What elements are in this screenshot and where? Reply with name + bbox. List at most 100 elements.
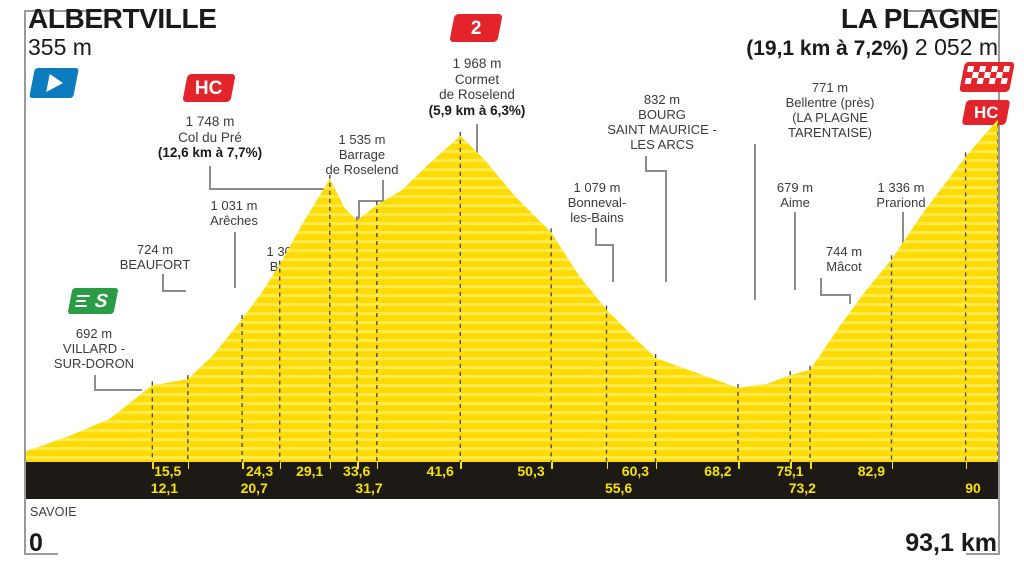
elevation-profile-area <box>26 110 998 462</box>
profile-stripe <box>26 366 998 370</box>
distance-tick <box>460 462 462 469</box>
frame-top-left-bracket <box>24 10 120 12</box>
bellentre-name-line2: (LA PLAGNE <box>792 110 868 125</box>
leader-macot-v1 <box>820 278 822 296</box>
bonneval-altitude: 1 079 m <box>573 180 621 195</box>
prariond-altitude: 1 336 m <box>877 180 925 195</box>
leader-bonneval-h <box>595 244 613 246</box>
distance-tick <box>891 462 893 469</box>
distance-label: 50,3 <box>517 463 545 479</box>
distance-label: 29,1 <box>296 463 324 479</box>
distance-label: 75,1 <box>776 463 804 479</box>
profile-stripe <box>26 168 998 172</box>
leader-bonneval-v1 <box>595 228 597 246</box>
leader-bourg-h <box>645 170 666 172</box>
km-end-label: 93,1 km <box>905 529 997 557</box>
profile-stripe <box>26 213 998 217</box>
label-cormet-de-roselend: 1 968 m Cormet de Roselend (5,9 km à 6,3… <box>388 56 566 118</box>
label-beaufort: 724 m BEAUFORT <box>88 242 222 272</box>
distance-label: 60,3 <box>621 463 650 479</box>
cormet-de-roselend-category-badge: 2 <box>449 14 503 42</box>
profile-fill <box>26 119 998 462</box>
aime-altitude: 679 m <box>776 180 814 195</box>
label-villard-sur-doron: 692 m VILLARD - SUR-DORON <box>30 326 158 371</box>
profile-stripe <box>26 222 998 226</box>
cormet-name-line2: de Roselend <box>439 87 515 102</box>
finish-altitude: 2 052 m <box>914 34 998 60</box>
leader-bellentre-v1 <box>754 144 756 156</box>
distance-tick <box>329 462 332 469</box>
cormet-name-line1: Cormet <box>454 71 500 87</box>
distance-tick <box>242 462 244 469</box>
profile-stripe <box>26 132 998 136</box>
profile-stripe <box>26 294 998 298</box>
distance-label: 20,7 <box>240 480 268 496</box>
leader-aime-v <box>794 212 796 290</box>
profile-stripe <box>26 141 998 145</box>
profile-stripe <box>26 177 998 181</box>
leader-barrage-h <box>358 200 384 202</box>
distance-tick <box>279 462 282 469</box>
profile-stripe <box>26 303 998 307</box>
barrage-name-line2: de Roselend <box>325 162 399 177</box>
profile-stripe <box>26 204 998 208</box>
leader-villard-h <box>94 389 142 391</box>
col-du-pre-grade: (12,6 km à 7,7%) <box>157 145 263 160</box>
label-aime: 679 m Aime <box>742 180 848 210</box>
distance-label: 12,1 <box>150 480 179 496</box>
start-header: ALBERTVILLE 355 m <box>28 4 217 61</box>
profile-stripe <box>26 438 998 442</box>
profile-stripe <box>26 186 998 190</box>
finish-altitude-line: (19,1 km à 7,2%) 2 052 m <box>746 34 998 62</box>
start-flag-icon <box>29 68 79 98</box>
start-altitude: 355 m <box>28 34 92 60</box>
profile-km-guides <box>151 115 998 462</box>
profile-stripe <box>26 321 998 325</box>
beaufort-altitude: 724 m <box>136 242 174 257</box>
distance-tick <box>790 462 792 469</box>
bellentre-name-line1: Bellentre (près) <box>785 95 875 110</box>
frame-right-border <box>998 10 1000 555</box>
cormet-category-label: 2 <box>470 17 482 39</box>
profile-stripe <box>26 276 998 280</box>
frame-left-border <box>24 10 26 555</box>
profile-stripe <box>26 159 998 163</box>
leader-col-du-pre-h <box>209 188 327 190</box>
profile-stripe <box>26 114 998 117</box>
cormet-grade: (5,9 km à 6,3%) <box>428 102 526 118</box>
frame-top-right-bracket <box>904 10 1000 12</box>
leader-areches-v <box>234 232 236 288</box>
elevation-profile-chart <box>26 114 998 462</box>
distance-label: 33,6 <box>343 463 371 479</box>
distance-label: 82,9 <box>857 463 885 479</box>
leader-barrage-v1 <box>382 180 384 202</box>
beaufort-name: BEAUFORT <box>119 257 191 272</box>
distance-label: 73,2 <box>788 480 816 496</box>
leader-macot-h <box>820 294 850 296</box>
distance-tick <box>551 462 553 469</box>
profile-stripe <box>26 267 998 271</box>
leader-bellentre-v2 <box>754 154 756 300</box>
finish-checkered-flag-icon <box>959 62 1015 92</box>
macot-name: Mâcot <box>826 259 862 274</box>
distance-label: 41,6 <box>426 463 454 479</box>
km-start-label: 0 <box>29 529 43 557</box>
label-bellentre: 771 m Bellentre (près) (LA PLAGNE TARENT… <box>740 80 920 140</box>
barrage-altitude: 1 535 m <box>338 132 386 147</box>
bourg-name-line2: SAINT MAURICE - <box>607 122 717 137</box>
label-areches: 1 031 m Arêches <box>172 198 296 228</box>
distance-label: 68,2 <box>704 463 732 479</box>
profile-stripe <box>26 357 998 361</box>
leader-beaufort-h <box>162 290 186 292</box>
distance-label: 24,3 <box>245 463 274 479</box>
bourg-name-line1: BOURG <box>638 107 686 122</box>
leader-villard-v <box>94 375 96 391</box>
bonneval-name-line1: Bonneval- <box>567 195 627 210</box>
cormet-altitude: 1 968 m <box>452 56 502 71</box>
profile-stripe <box>26 420 998 424</box>
distance-bar: 12,1 15,5 20,7 24,3 29,1 31,7 33,6 41,6 50,3 55,6… <box>26 462 998 499</box>
barrage-name-line1: Barrage <box>338 147 386 162</box>
finish-climb-stats: (19,1 km à 7,2%) <box>746 37 909 60</box>
distance-tick <box>810 462 812 469</box>
